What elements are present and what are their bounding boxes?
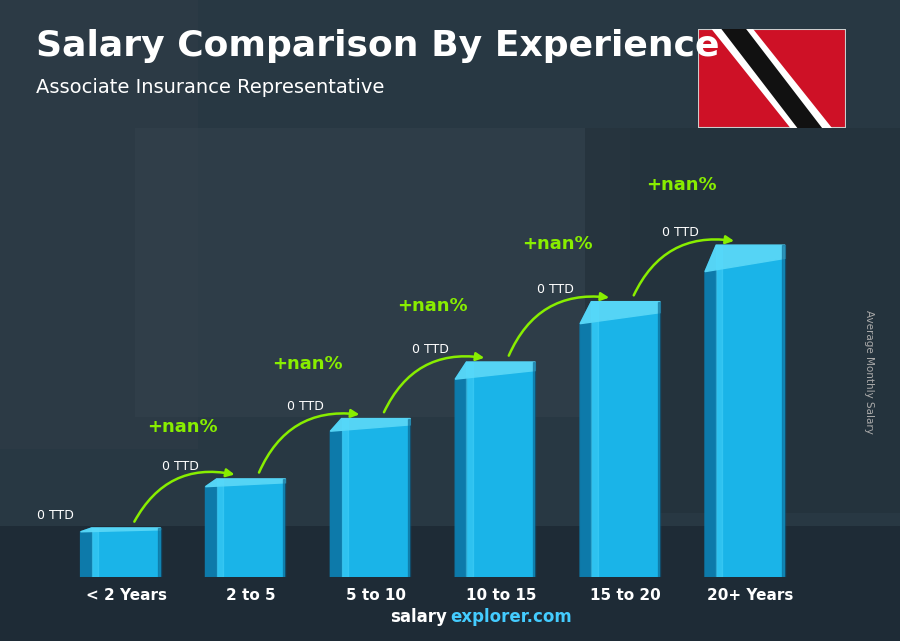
Polygon shape	[330, 419, 342, 577]
FancyArrowPatch shape	[508, 293, 607, 356]
Polygon shape	[217, 479, 223, 577]
Text: +nan%: +nan%	[397, 297, 467, 315]
Bar	[0, 0, 198, 449]
Bar	[716, 245, 785, 577]
Polygon shape	[705, 245, 716, 577]
Polygon shape	[342, 419, 347, 577]
Polygon shape	[580, 302, 660, 324]
Text: +nan%: +nan%	[646, 176, 717, 194]
Text: 0 TTD: 0 TTD	[287, 400, 324, 413]
Text: Average Monthly Salary: Average Monthly Salary	[863, 310, 874, 434]
Polygon shape	[782, 245, 785, 577]
Polygon shape	[81, 528, 160, 532]
Polygon shape	[205, 479, 217, 577]
Bar	[0, 526, 900, 641]
Polygon shape	[466, 362, 472, 577]
Bar	[466, 362, 536, 577]
Bar	[342, 419, 410, 577]
FancyArrowPatch shape	[634, 237, 732, 296]
Polygon shape	[158, 528, 160, 577]
Polygon shape	[455, 362, 466, 577]
Bar	[217, 479, 285, 577]
Polygon shape	[92, 528, 98, 577]
Polygon shape	[533, 362, 536, 577]
Text: +nan%: +nan%	[147, 417, 218, 435]
Bar	[585, 128, 900, 513]
Polygon shape	[716, 245, 723, 577]
Polygon shape	[705, 245, 785, 272]
Text: 0 TTD: 0 TTD	[162, 460, 199, 473]
Polygon shape	[205, 479, 285, 487]
Polygon shape	[658, 302, 660, 577]
Bar	[591, 302, 660, 577]
Text: 0 TTD: 0 TTD	[38, 509, 75, 522]
Bar	[92, 528, 160, 577]
Text: salary: salary	[391, 608, 447, 626]
FancyArrowPatch shape	[134, 469, 232, 522]
FancyArrowPatch shape	[384, 353, 482, 412]
Polygon shape	[408, 419, 410, 577]
FancyArrowPatch shape	[259, 410, 356, 472]
Polygon shape	[455, 362, 536, 379]
Text: Associate Insurance Representative: Associate Insurance Representative	[36, 78, 384, 97]
Polygon shape	[283, 479, 285, 577]
Text: +nan%: +nan%	[522, 235, 592, 253]
Polygon shape	[591, 302, 598, 577]
Text: +nan%: +nan%	[272, 355, 343, 373]
Polygon shape	[330, 419, 410, 431]
Bar	[0, 0, 900, 526]
Polygon shape	[580, 302, 591, 577]
Text: explorer.com: explorer.com	[450, 608, 572, 626]
Text: 0 TTD: 0 TTD	[412, 344, 449, 356]
Polygon shape	[711, 29, 832, 128]
Text: Salary Comparison By Experience: Salary Comparison By Experience	[36, 29, 719, 63]
Text: 0 TTD: 0 TTD	[537, 283, 574, 296]
Polygon shape	[721, 29, 823, 128]
Bar	[135, 128, 630, 417]
Text: 0 TTD: 0 TTD	[662, 226, 698, 240]
Polygon shape	[81, 528, 92, 577]
